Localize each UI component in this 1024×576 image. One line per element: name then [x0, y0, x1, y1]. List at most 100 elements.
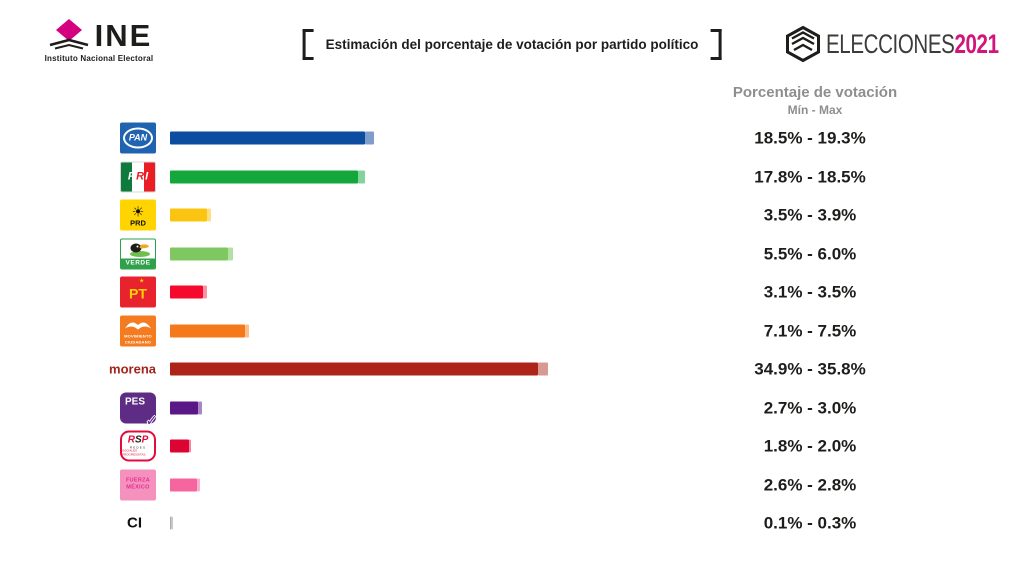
pri-stripe — [143, 162, 155, 192]
bar-track — [170, 362, 610, 376]
elecciones-word: ELECCIONES — [826, 28, 955, 59]
party-logo-cell: PAN — [0, 122, 156, 154]
value-column-subtitle: Mín - Max — [787, 103, 843, 117]
vote-range-label: 0.1% - 0.3% — [763, 513, 857, 533]
prd-logo-text: PRD — [130, 218, 146, 227]
verde-logo-text: VERDE — [121, 258, 155, 269]
bar-max-segment — [206, 208, 212, 222]
elecciones-2021-logo: ELECCIONES2021 — [784, 25, 1000, 63]
party-logo-verde: VERDE — [120, 238, 156, 270]
bar-track — [170, 285, 610, 299]
vote-range-label: 7.1% - 7.5% — [763, 321, 857, 341]
party-label-ci: CI — [127, 514, 142, 532]
bar-max-segment — [198, 401, 202, 415]
bar-min-segment — [170, 516, 172, 530]
party-logo-cell: MOVIMIENTO CIUDADANO — [0, 315, 156, 347]
party-logo-movimiento-ciudadano: MOVIMIENTO CIUDADANO — [120, 315, 156, 347]
fxm-logo-line2: MÉXICO — [126, 484, 150, 491]
chart-title: Estimación del porcentaje de votación po… — [302, 29, 722, 60]
right-bracket — [710, 29, 722, 60]
elecciones-logo-text: ELECCIONES2021 — [826, 28, 1000, 59]
bar-max-segment — [365, 131, 374, 145]
party-logo-pes: PES ✓ — [120, 392, 158, 428]
party-bars-list: PAN 18.5% - 19.3% P R I 17.8% - 18.5% ☀ PRD 3.5%… — [0, 119, 1024, 543]
vote-range-label: 3.1% - 3.5% — [763, 282, 857, 302]
check-icon: ✓ — [145, 412, 158, 430]
vote-range-label: 2.6% - 2.8% — [763, 475, 857, 495]
party-logo-rsp: RSP REDES SOCIALES PROGRESISTAS — [120, 430, 156, 462]
bar-min-segment — [170, 439, 189, 453]
bar-max-segment — [538, 362, 548, 376]
party-row-pan: PAN 18.5% - 19.3% — [0, 119, 1024, 158]
bar-min-segment — [170, 362, 539, 376]
party-row-ci: CI 0.1% - 0.3% — [0, 504, 1024, 543]
bar-track — [170, 439, 610, 453]
bar-max-segment — [357, 170, 366, 184]
ine-ballot-box-icon — [49, 19, 88, 50]
bar-track — [170, 478, 610, 492]
party-logo-cell: ★ PT — [0, 276, 156, 308]
party-row-morena: morena 34.9% - 35.8% — [0, 350, 1024, 389]
fxm-logo-text: FUERZA MÉXICO — [126, 478, 150, 492]
bar-max-segment — [188, 439, 192, 453]
rsp-logo-sub1: REDES — [129, 445, 147, 450]
bar-max-segment — [202, 285, 207, 299]
bar-max-segment — [171, 516, 174, 530]
sun-icon: ☀ — [131, 203, 145, 219]
value-column-title: Porcentaje de votación — [732, 84, 898, 101]
bar-min-segment — [170, 208, 207, 222]
vote-range-label: 1.8% - 2.0% — [763, 436, 857, 456]
ine-logo-subtitle: Instituto Nacional Electoral — [44, 54, 154, 63]
pes-logo-text: PES — [125, 396, 146, 408]
bar-track — [170, 516, 610, 530]
chart-title-text: Estimación del porcentaje de votación po… — [325, 37, 699, 52]
vote-range-label: 5.5% - 6.0% — [763, 244, 857, 264]
bar-max-segment — [244, 324, 250, 338]
bar-max-segment — [228, 247, 234, 261]
bar-track — [170, 324, 610, 338]
bar-min-segment — [170, 478, 198, 492]
party-row-mc: MOVIMIENTO CIUDADANO 7.1% - 7.5% — [0, 312, 1024, 351]
party-logo-cell: morena — [0, 363, 156, 376]
mc-logo-line2: CIUDADANO — [124, 339, 152, 345]
ine-logo-top: INE — [24, 18, 174, 52]
bar-track — [170, 401, 610, 415]
bar-track — [170, 131, 610, 145]
vote-range-label: 17.8% - 18.5% — [754, 167, 866, 187]
party-row-prd: ☀ PRD 3.5% - 3.9% — [0, 196, 1024, 235]
party-logo-cell: FUERZA MÉXICO — [0, 469, 156, 501]
party-row-fxm: FUERZA MÉXICO 2.6% - 2.8% — [0, 466, 1024, 505]
mc-logo-line1: MOVIMIENTO — [124, 333, 152, 339]
party-row-pt: ★ PT 3.1% - 3.5% — [0, 273, 1024, 312]
ine-logo: INE Instituto Nacional Electoral — [24, 18, 174, 63]
party-row-pes: PES ✓ 2.7% - 3.0% — [0, 389, 1024, 428]
party-logo-morena: morena — [109, 361, 156, 377]
pri-stripe — [121, 162, 133, 192]
party-logo-pt: ★ PT — [120, 276, 156, 308]
rsp-logo-text: RSP — [127, 434, 149, 446]
bar-min-segment — [170, 401, 199, 415]
vote-range-label: 3.5% - 3.9% — [763, 205, 857, 225]
star-icon: ★ — [139, 278, 145, 285]
pri-stripe — [132, 162, 144, 192]
pt-logo-text: PT — [129, 285, 147, 302]
party-logo-cell: ☀ PRD — [0, 199, 156, 231]
bar-max-segment — [197, 478, 200, 492]
toucan-icon — [121, 239, 155, 258]
party-logo-cell: VERDE — [0, 238, 156, 270]
bar-track — [170, 208, 610, 222]
party-row-verde: VERDE 5.5% - 6.0% — [0, 235, 1024, 274]
vote-range-label: 18.5% - 19.3% — [754, 128, 866, 148]
party-logo-cell: PES ✓ — [0, 392, 158, 428]
elecciones-striped-cube-icon — [786, 25, 820, 63]
vote-range-label: 34.9% - 35.8% — [754, 359, 866, 379]
bar-track — [170, 247, 610, 261]
bar-min-segment — [170, 131, 366, 145]
left-bracket — [302, 29, 314, 60]
value-column-header: Porcentaje de votación Mín - Max — [690, 84, 940, 117]
party-logo-prd: ☀ PRD — [120, 199, 156, 231]
party-logo-cell: RSP REDES SOCIALES PROGRESISTAS — [0, 430, 156, 462]
